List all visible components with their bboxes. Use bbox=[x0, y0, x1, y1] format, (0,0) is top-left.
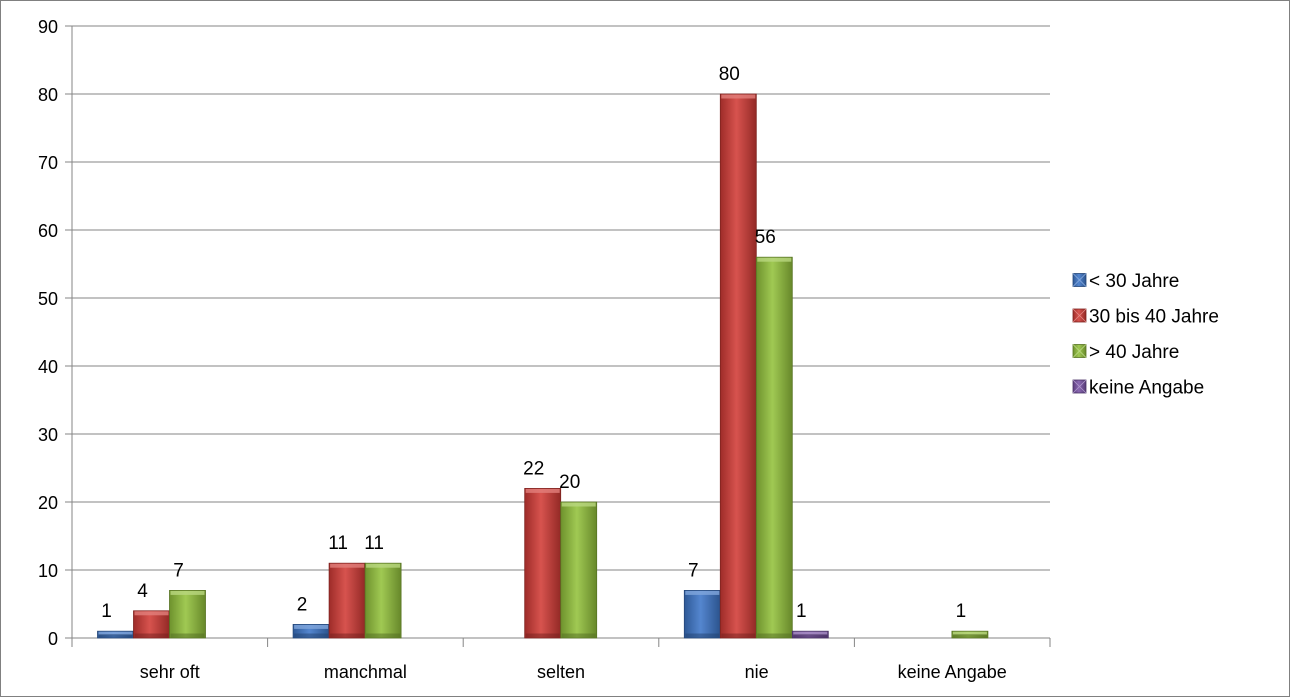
bar bbox=[133, 610, 170, 639]
legend-item: 30 bis 40 Jahre bbox=[1072, 307, 1219, 328]
data-label: 22 bbox=[523, 458, 544, 479]
y-tick-label: 90 bbox=[38, 17, 58, 37]
y-tick-label: 50 bbox=[38, 289, 58, 309]
gridlines bbox=[72, 25, 1050, 571]
axes: 0 10 20 30 40 50 60 70 80 90 sehr oft manchmal selte… bbox=[38, 17, 1051, 682]
bar bbox=[97, 630, 134, 639]
y-tick-label: 60 bbox=[38, 221, 58, 241]
data-label: 7 bbox=[173, 560, 184, 581]
legend-item: > 40 Jahre bbox=[1072, 342, 1179, 363]
data-label: 1 bbox=[796, 601, 807, 622]
data-label: 2 bbox=[297, 594, 308, 615]
data-label: 11 bbox=[364, 533, 384, 554]
bar bbox=[791, 630, 829, 639]
bar bbox=[560, 501, 598, 639]
legend-item: < 30 Jahre bbox=[1072, 271, 1179, 292]
data-label: 1 bbox=[956, 601, 967, 622]
data-label: 4 bbox=[137, 581, 148, 602]
bars bbox=[97, 93, 989, 639]
legend-item: keine Angabe bbox=[1072, 378, 1204, 399]
legend-label: > 40 Jahre bbox=[1089, 342, 1179, 363]
bar bbox=[755, 256, 793, 639]
bar bbox=[292, 624, 330, 639]
data-label: 80 bbox=[719, 64, 740, 85]
x-tick-label: sehr oft bbox=[140, 662, 200, 682]
bar bbox=[683, 590, 721, 639]
bar bbox=[364, 562, 402, 639]
y-tick-label: 80 bbox=[38, 85, 58, 105]
bar bbox=[719, 93, 757, 639]
data-label: 11 bbox=[328, 533, 348, 554]
x-tick-label: manchmal bbox=[324, 662, 407, 682]
data-label: 56 bbox=[755, 227, 776, 248]
bar bbox=[169, 590, 206, 639]
y-tick-label: 30 bbox=[38, 425, 58, 445]
legend-label: keine Angabe bbox=[1089, 378, 1204, 399]
data-label: 7 bbox=[688, 560, 699, 581]
y-tick-label: 10 bbox=[38, 561, 58, 581]
bar bbox=[328, 562, 366, 639]
bar bbox=[524, 487, 562, 639]
y-tick-label: 40 bbox=[38, 357, 58, 377]
legend-label: < 30 Jahre bbox=[1089, 271, 1179, 292]
y-tick-label: 20 bbox=[38, 493, 58, 513]
legend: < 30 Jahre 30 bis 40 Jahre > 40 Jahre keine… bbox=[1072, 271, 1219, 399]
data-label: 1 bbox=[101, 601, 112, 622]
data-label: 20 bbox=[559, 472, 580, 493]
y-tick-label: 70 bbox=[38, 153, 58, 173]
x-tick-label: selten bbox=[537, 662, 585, 682]
y-tick-label: 0 bbox=[48, 629, 58, 649]
x-tick-label: nie bbox=[745, 662, 769, 682]
x-tick-label: keine Angabe bbox=[898, 662, 1007, 682]
legend-label: 30 bis 40 Jahre bbox=[1089, 307, 1219, 328]
bar bbox=[951, 630, 989, 639]
